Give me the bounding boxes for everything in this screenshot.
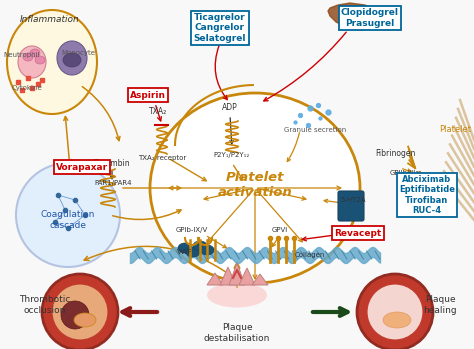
Ellipse shape (207, 282, 267, 307)
Text: Plaque
healing: Plaque healing (423, 295, 457, 315)
Text: Neutrophil: Neutrophil (4, 52, 40, 58)
Ellipse shape (200, 245, 214, 255)
Polygon shape (207, 273, 223, 285)
Text: Revacept: Revacept (334, 229, 382, 238)
Polygon shape (239, 268, 255, 285)
Ellipse shape (35, 56, 45, 64)
Circle shape (52, 284, 108, 340)
Polygon shape (252, 274, 268, 285)
Ellipse shape (383, 312, 411, 328)
Text: TXA₂: TXA₂ (149, 107, 167, 117)
Circle shape (61, 301, 89, 329)
Text: Platelet
activation: Platelet activation (218, 171, 292, 199)
Text: Cytokine: Cytokine (12, 85, 42, 91)
Ellipse shape (7, 10, 97, 114)
Text: Abciximab
Eptifibatide
Tirofiban
RUC-4: Abciximab Eptifibatide Tirofiban RUC-4 (399, 175, 455, 215)
Polygon shape (220, 267, 236, 285)
Circle shape (42, 274, 118, 349)
Text: Thrombin: Thrombin (94, 158, 130, 168)
Ellipse shape (63, 53, 81, 67)
Text: Plaque
destabilisation: Plaque destabilisation (204, 323, 270, 343)
Text: Coagulation
cascade: Coagulation cascade (41, 210, 95, 230)
Text: TXA₂ receptor: TXA₂ receptor (138, 155, 186, 161)
Text: GPIb-IX/V: GPIb-IX/V (176, 227, 208, 233)
Text: PAR1/PAR4: PAR1/PAR4 (94, 180, 132, 186)
Text: GPIIb/IIIa: GPIIb/IIIa (390, 170, 420, 176)
Text: VWF: VWF (177, 249, 193, 255)
Text: Thrombotic
occlusion: Thrombotic occlusion (19, 295, 71, 315)
Text: Fibrinogen: Fibrinogen (375, 149, 415, 157)
Ellipse shape (57, 41, 87, 75)
Text: P2Y₁/P2Y₁₂: P2Y₁/P2Y₁₂ (214, 152, 250, 158)
Ellipse shape (18, 46, 46, 78)
Text: ADP: ADP (222, 104, 238, 112)
Circle shape (367, 284, 423, 340)
Ellipse shape (16, 163, 120, 267)
Text: Platelet: Platelet (439, 126, 471, 134)
Ellipse shape (193, 241, 207, 251)
Text: Monocyte: Monocyte (61, 50, 95, 56)
Circle shape (357, 274, 433, 349)
Text: Granule secretion: Granule secretion (284, 127, 346, 133)
Polygon shape (229, 263, 245, 285)
FancyBboxPatch shape (338, 191, 364, 221)
Text: Collagen: Collagen (295, 252, 325, 258)
Ellipse shape (30, 49, 40, 57)
Text: Vorapaxar: Vorapaxar (56, 163, 108, 171)
Ellipse shape (23, 53, 33, 61)
Text: 5-HT2A: 5-HT2A (340, 197, 366, 203)
Ellipse shape (150, 93, 360, 283)
Text: Clopidogrel
Prasugrel: Clopidogrel Prasugrel (341, 8, 399, 28)
Text: Aspirin: Aspirin (130, 90, 166, 99)
Polygon shape (328, 3, 378, 30)
Text: GPVI: GPVI (272, 227, 288, 233)
Text: Ticagrelor
Cangrelor
Selatogrel: Ticagrelor Cangrelor Selatogrel (194, 13, 246, 43)
Text: Inflammation: Inflammation (20, 15, 80, 24)
Ellipse shape (178, 243, 192, 253)
Ellipse shape (74, 313, 96, 327)
Ellipse shape (186, 247, 200, 257)
